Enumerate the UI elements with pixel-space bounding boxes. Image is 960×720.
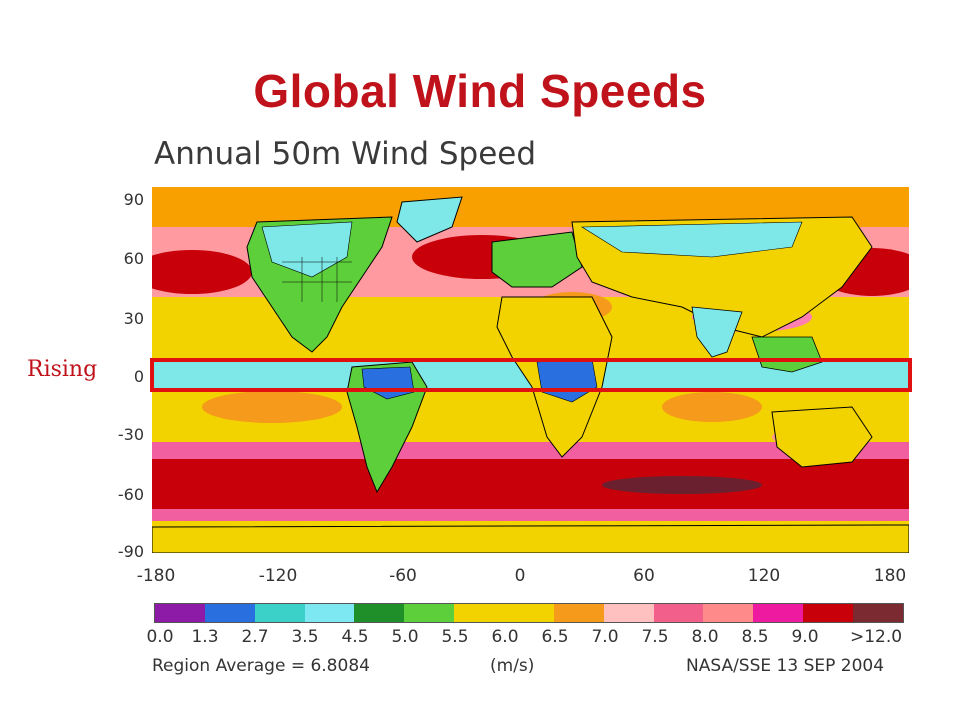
australia xyxy=(771,406,873,468)
lon-tick: 120 xyxy=(747,566,781,586)
rising-label: Rising xyxy=(27,357,98,382)
band-antarctic-edge xyxy=(152,509,909,523)
europe xyxy=(491,231,583,288)
legend-swatch xyxy=(753,604,804,622)
southeast-asia xyxy=(751,336,823,373)
lat-tick: 30 xyxy=(123,309,144,328)
lat-tick: -90 xyxy=(117,542,144,561)
southern-max xyxy=(602,476,762,494)
lon-tick: 60 xyxy=(633,566,655,586)
lat-tick: 90 xyxy=(123,190,144,209)
legend-label: 8.0 xyxy=(691,627,719,647)
equator-highlight-box xyxy=(150,358,912,392)
antarctica xyxy=(152,524,909,553)
legend-label: 1.3 xyxy=(191,627,219,647)
units-label: (m/s) xyxy=(490,656,535,676)
legend-swatch xyxy=(204,604,255,622)
legend-swatch xyxy=(504,604,554,622)
lon-tick: 180 xyxy=(873,566,907,586)
north-pacific-max-west xyxy=(152,250,252,294)
legend-label: 6.5 xyxy=(541,627,569,647)
legend-swatch xyxy=(803,604,854,622)
legend-label: 4.5 xyxy=(341,627,369,647)
legend-swatch xyxy=(254,604,305,622)
band-south-pink xyxy=(152,442,909,462)
legend-swatch xyxy=(454,604,505,622)
lon-tick: -180 xyxy=(136,566,176,586)
legend-swatch xyxy=(553,604,604,622)
slide-title: Global Wind Speeds xyxy=(253,65,707,117)
band-southern-ocean xyxy=(152,459,909,511)
legend-label: 9.0 xyxy=(791,627,819,647)
south-america xyxy=(346,361,428,494)
greenland xyxy=(396,196,463,243)
lon-tick: 0 xyxy=(514,566,526,586)
legend-swatch xyxy=(853,604,903,622)
legend-swatch xyxy=(304,604,355,622)
legend-label: 5.0 xyxy=(391,627,419,647)
map-title: Annual 50m Wind Speed xyxy=(154,136,537,172)
legend-swatch xyxy=(155,604,205,622)
india xyxy=(691,306,743,358)
legend-swatch xyxy=(653,604,704,622)
legend-label: 2.7 xyxy=(241,627,269,647)
lat-tick: -60 xyxy=(117,485,144,504)
south-pacific-orange xyxy=(202,391,342,423)
wind-speed-map xyxy=(152,187,909,553)
legend-label: 5.5 xyxy=(441,627,469,647)
legend-swatch xyxy=(404,604,455,622)
legend-label: 0.0 xyxy=(146,627,174,647)
source-credit: NASA/SSE 13 SEP 2004 xyxy=(686,656,885,676)
legend-swatch xyxy=(703,604,754,622)
legend-label: 7.5 xyxy=(641,627,669,647)
lat-tick: -30 xyxy=(117,425,144,444)
color-legend xyxy=(154,603,904,623)
siberia-cyan xyxy=(580,221,803,258)
legend-swatch xyxy=(354,604,405,622)
legend-label: 7.0 xyxy=(591,627,619,647)
region-average: Region Average = 6.8084 xyxy=(152,656,370,676)
lat-tick: 60 xyxy=(123,249,144,268)
legend-label: 3.5 xyxy=(291,627,319,647)
north-america-cyan xyxy=(261,221,353,278)
legend-label: 8.5 xyxy=(741,627,769,647)
indian-orange xyxy=(662,392,762,422)
lon-tick: -120 xyxy=(258,566,298,586)
lat-tick: 0 xyxy=(133,367,144,386)
legend-label: 6.0 xyxy=(491,627,519,647)
legend-swatch xyxy=(603,604,654,622)
legend-label: >12.0 xyxy=(850,627,903,647)
lon-tick: -60 xyxy=(389,566,417,586)
us-borders xyxy=(282,257,352,302)
